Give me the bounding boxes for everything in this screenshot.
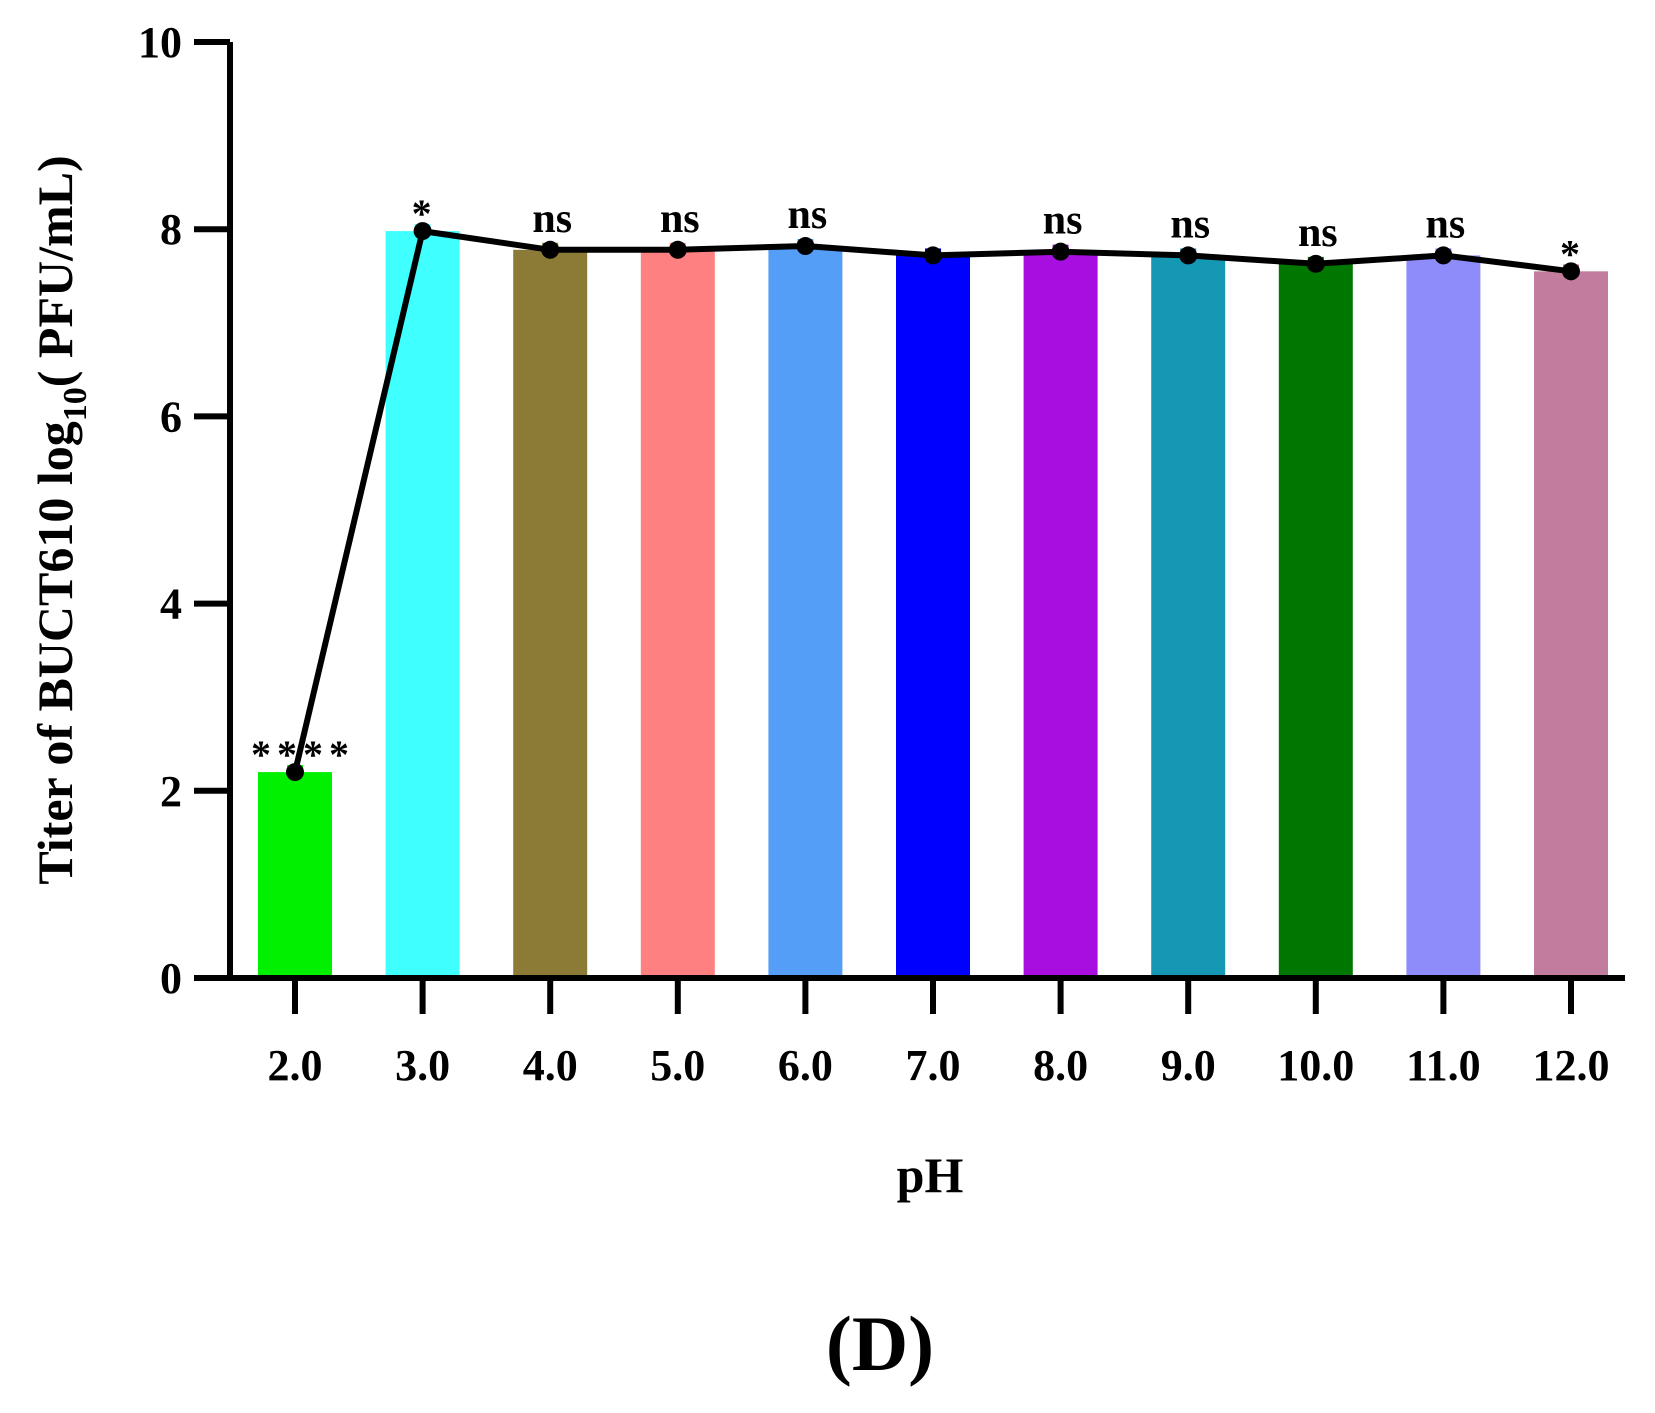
x-tick-label: 2.0: [268, 1041, 323, 1090]
significance-label-6.0: ns: [788, 192, 828, 238]
significance-label-2.0: ****: [251, 732, 355, 777]
point-10.0: [1306, 254, 1325, 273]
y-tick-label: 0: [160, 954, 182, 1003]
x-tick-label: 8.0: [1033, 1041, 1088, 1090]
point-6.0: [796, 237, 815, 256]
bar-10.0: [1278, 263, 1353, 978]
axes-layer: [227, 42, 1625, 981]
x-tick-label: 5.0: [650, 1041, 705, 1090]
point-8.0: [1051, 242, 1070, 261]
bar-8.0: [1023, 251, 1098, 978]
x-tick-label: 12.0: [1533, 1041, 1610, 1090]
bars-layer: [258, 231, 1608, 979]
point-4.0: [541, 240, 560, 259]
y-tick-label: 6: [160, 392, 182, 441]
y-axis-label: Titer of BUCT610 log10( PFU/mL): [27, 155, 94, 884]
significance-label-4.0: ns: [532, 196, 572, 242]
point-12.0: [1562, 262, 1580, 281]
bar-3.0: [385, 231, 460, 978]
point-2.0: [286, 763, 304, 782]
x-tick-label: 6.0: [778, 1041, 833, 1090]
points-layer: [286, 222, 1580, 782]
x-tick-label: 10.0: [1277, 1041, 1354, 1090]
significance-label-10.0: ns: [1298, 210, 1338, 256]
x-axis-label: pH: [897, 1147, 964, 1203]
x-tick-label: 4.0: [523, 1041, 578, 1090]
bar-11.0: [1406, 255, 1481, 978]
y-tick-label: 10: [138, 18, 182, 67]
significance-label-12.0: *: [1560, 231, 1586, 276]
bar-4.0: [513, 249, 588, 979]
point-5.0: [668, 240, 687, 259]
point-11.0: [1434, 246, 1453, 265]
bar-12.0: [1534, 271, 1608, 978]
point-7.0: [924, 246, 942, 265]
point-3.0: [413, 222, 432, 241]
x-tick-label: 3.0: [395, 1041, 450, 1090]
y-tick-label: 4: [160, 580, 182, 629]
significance-label-9.0: ns: [1170, 201, 1210, 247]
bar-5.0: [640, 249, 715, 979]
y-tick-label: 2: [160, 767, 182, 816]
significance-label-8.0: ns: [1043, 198, 1083, 244]
point-9.0: [1179, 246, 1198, 265]
bar-9.0: [1151, 255, 1226, 978]
bar-2.0: [258, 772, 332, 978]
significance-label-11.0: ns: [1426, 201, 1466, 247]
panel-label: (D): [826, 1300, 934, 1387]
y-tick-label: 8: [160, 205, 182, 254]
significance-label-3.0: *: [412, 191, 438, 236]
x-tick-label: 9.0: [1161, 1041, 1216, 1090]
bar-6.0: [768, 246, 843, 979]
x-tick-label: 7.0: [906, 1041, 961, 1090]
significance-layer: ***** ns ns ns ns ns ns ns*: [251, 191, 1586, 777]
x-ticks-layer: 2.0 3.0 4.0 5.0 6.0 7.0 8.0 9.0 10.0 11.0 12.0: [268, 978, 1610, 1090]
y-ticks-layer: 0 2 4 6 8 10: [138, 18, 230, 1003]
bar-7.0: [896, 255, 970, 978]
x-tick-label: 11.0: [1406, 1041, 1481, 1090]
significance-label-5.0: ns: [660, 196, 700, 242]
